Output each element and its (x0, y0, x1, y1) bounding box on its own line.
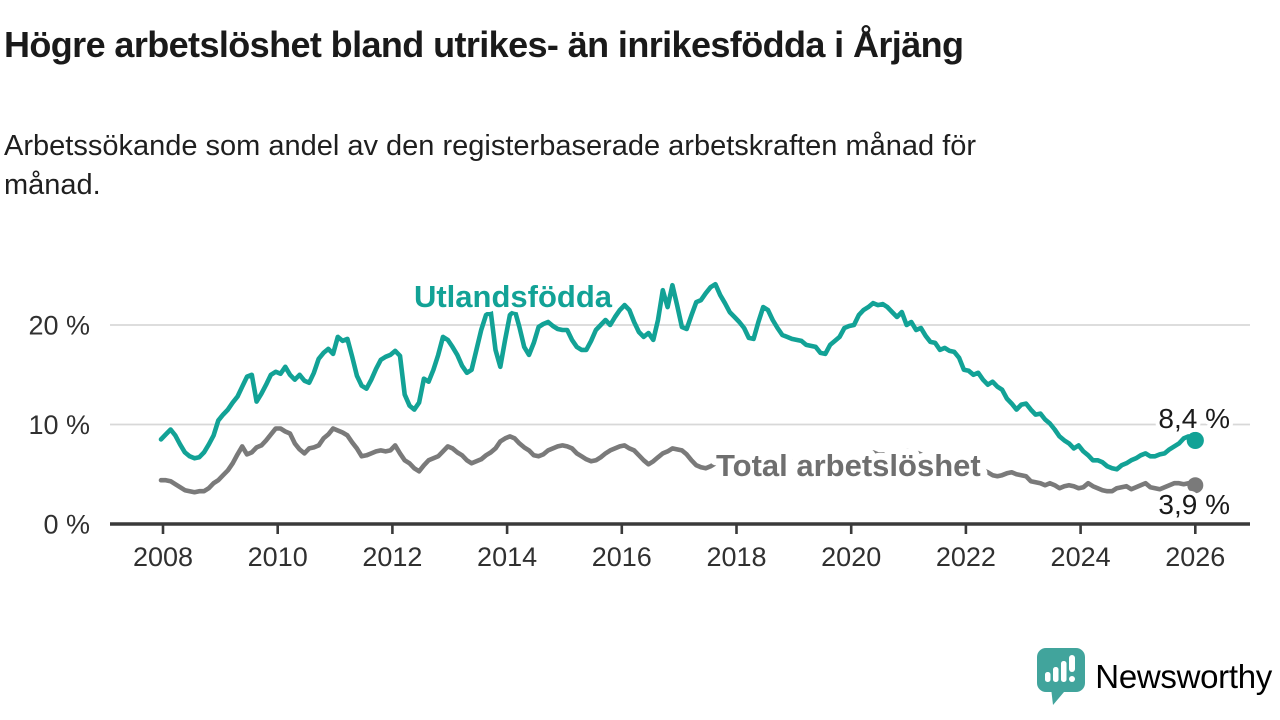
line-total (158, 426, 1196, 495)
x-axis-tick-label: 2008 (133, 542, 193, 572)
y-axis-tick-label: 20 % (28, 311, 90, 341)
x-axis-tick-label: 2020 (821, 542, 881, 572)
line-layer (158, 281, 1204, 495)
line-utlandsfodda (158, 281, 1196, 472)
page-title: Högre arbetslöshet bland utrikes- än inr… (4, 24, 964, 65)
x-axis-tick-label: 2014 (477, 542, 537, 572)
x-axis-tick-label: 2016 (592, 542, 652, 572)
newsworthy-logo-icon (1037, 648, 1086, 705)
x-axis-tick-label: 2026 (1165, 542, 1225, 572)
x-axis-tick-label: 2022 (936, 542, 996, 572)
newsworthy-brand-text: Newsworthy (1095, 658, 1272, 695)
end-dot-total (1187, 477, 1204, 494)
subtitle-line-2: månad. (4, 169, 101, 201)
x-axis-tick-label: 2010 (248, 542, 308, 572)
grid-layer: 0 % 10 % 20 % 2008 2010 2012 2014 2016 2018 2020 2… (28, 311, 1250, 572)
x-axis-tick-label: 2024 (1051, 542, 1111, 572)
x-axis-tick-label: 2012 (362, 542, 422, 572)
x-axis-tick-label: 2018 (706, 542, 766, 572)
end-value-label-total: 3,9 % (1158, 489, 1230, 520)
series-label-utlandsfodda: Utlandsfödda (414, 279, 613, 314)
newsworthy-brand: Newsworthy (1036, 646, 1272, 708)
series-label-total: Total arbetslöshet (716, 448, 981, 483)
y-axis-tick-label: 0 % (43, 510, 90, 540)
y-axis-tick-label: 10 % (28, 410, 90, 440)
chart-subtitle: Arbetssökande som andel av den registerb… (4, 127, 1264, 205)
end-dot-utlandsfodda (1186, 431, 1204, 450)
subtitle-line-1: Arbetssökande som andel av den registerb… (4, 130, 977, 162)
end-value-label-utlandsfodda: 8,4 % (1158, 403, 1230, 434)
